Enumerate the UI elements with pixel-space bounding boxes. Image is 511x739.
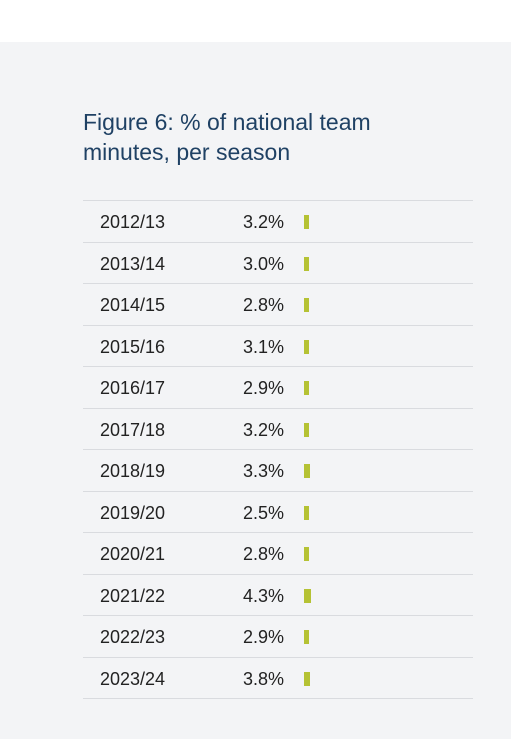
table-row: 2017/18 3.2% xyxy=(83,409,473,450)
bar xyxy=(304,588,312,603)
value-label: 2.8% xyxy=(243,544,285,564)
season-label: 2016/17 xyxy=(100,378,166,398)
value-label: 2.8% xyxy=(243,295,285,315)
value-label: 3.0% xyxy=(243,253,285,274)
season-bar-table: 2012/13 3.2% 2013/14 3.0% 2014/15 2.8% 2015/16… xyxy=(83,200,473,699)
table-row: 2021/22 4.3% xyxy=(83,575,473,616)
table-row: 2013/14 3.0% xyxy=(83,243,473,284)
value-label: 3.2% xyxy=(243,212,285,232)
value-label: 2.9% xyxy=(243,378,285,398)
bar xyxy=(304,215,310,229)
table-row: 2020/21 2.8% xyxy=(83,533,473,575)
bar xyxy=(304,339,310,354)
bar xyxy=(304,256,310,271)
table-row: 2015/16 3.1% xyxy=(83,326,473,367)
value-label: 3.2% xyxy=(243,419,285,440)
value-label: 2.5% xyxy=(243,502,285,523)
season-label: 2021/22 xyxy=(100,585,166,606)
season-label: 2018/19 xyxy=(100,461,166,481)
value-label: 2.9% xyxy=(243,627,285,647)
value-label: 4.3% xyxy=(243,585,285,606)
season-label: 2023/24 xyxy=(100,668,166,689)
season-label: 2022/23 xyxy=(100,627,166,647)
table-row: 2014/15 2.8% xyxy=(83,284,473,326)
table-row: 2022/23 2.9% xyxy=(83,616,473,658)
bar xyxy=(304,298,309,312)
figure-panel xyxy=(0,42,511,739)
season-label: 2020/21 xyxy=(100,544,166,564)
value-label: 3.8% xyxy=(243,668,285,689)
bar xyxy=(304,505,309,520)
figure-title: Figure 6: % of national team minutes, pe… xyxy=(83,109,371,165)
bar xyxy=(304,547,309,561)
bar xyxy=(304,671,311,686)
bar xyxy=(304,464,310,478)
season-label: 2014/15 xyxy=(100,295,166,315)
season-label: 2015/16 xyxy=(100,336,166,357)
table-row: 2012/13 3.2% xyxy=(83,201,473,243)
season-label: 2017/18 xyxy=(100,419,166,440)
table-row: 2016/17 2.9% xyxy=(83,367,473,409)
season-label: 2012/13 xyxy=(100,212,166,232)
season-label: 2013/14 xyxy=(100,253,166,274)
season-label: 2019/20 xyxy=(100,502,166,523)
bar xyxy=(304,381,309,395)
bar xyxy=(304,630,309,644)
bar xyxy=(304,422,310,437)
value-label: 3.1% xyxy=(243,336,285,357)
table-row: 2023/24 3.8% xyxy=(83,658,473,699)
table-row: 2018/19 3.3% xyxy=(83,450,473,492)
value-label: 3.3% xyxy=(243,461,285,481)
table-row: 2019/20 2.5% xyxy=(83,492,473,533)
